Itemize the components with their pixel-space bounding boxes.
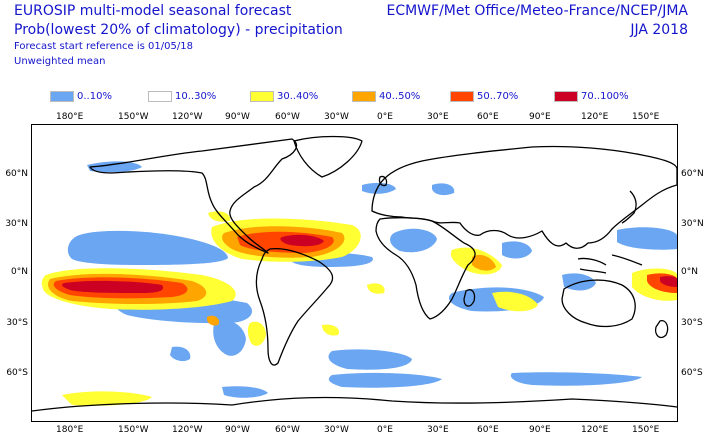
- latitude-tick-label: 0°N: [681, 267, 698, 277]
- legend-item: 10..30%: [148, 89, 216, 103]
- japan-coast: [621, 190, 637, 224]
- longitude-tick-label: 60°W: [275, 425, 300, 435]
- forecast-start-reference: Forecast start reference is 01/05/18: [14, 41, 193, 52]
- legend-label: 10..30%: [175, 90, 217, 102]
- band-north-pacific-dry: [67, 230, 228, 265]
- band-east-africa-40-50: [472, 254, 496, 271]
- longitude-tick-label: 30°W: [324, 425, 349, 435]
- longitude-tick-label: 0°E: [377, 425, 393, 435]
- longitude-tick-label: 60°E: [477, 112, 499, 122]
- legend-label: 50..70%: [477, 90, 519, 102]
- band-central-pacific-70-100: [62, 280, 164, 293]
- band-arctic-dry: [87, 161, 142, 173]
- antarctica-coast: [32, 396, 677, 412]
- band-south-pacific-blob: [170, 346, 191, 362]
- longitude-tick-label: 120°W: [172, 112, 203, 122]
- band-arabian-sea-dry: [502, 241, 532, 259]
- legend-item: 30..40%: [250, 89, 318, 103]
- band-central-asia-dry: [432, 183, 455, 196]
- longitude-tick-label: 90°W: [225, 112, 250, 122]
- band-north-atlantic-30-40: [208, 211, 231, 222]
- latitude-tick-label: 0°N: [11, 267, 28, 277]
- mean-type: Unweighted mean: [14, 56, 106, 67]
- longitude-tick-label: 150°E: [632, 425, 660, 435]
- probability-bands: [41, 161, 677, 406]
- eurasia-coast: [371, 145, 677, 249]
- legend-swatch: [554, 90, 578, 102]
- band-mid-atlantic-30-40: [367, 283, 385, 294]
- latitude-tick-label: 30°N: [681, 219, 704, 229]
- contributing-centres: ECMWF/Met Office/Meteo-France/NCEP/JMA: [386, 3, 688, 19]
- longitude-tick-label: 120°W: [172, 425, 203, 435]
- longitude-tick-label: 120°E: [581, 112, 609, 122]
- longitude-tick-label: 30°W: [324, 112, 349, 122]
- legend-swatch: [352, 90, 376, 102]
- longitude-tick-label: 150°E: [632, 112, 660, 122]
- band-southern-ocean-30-40-2: [322, 324, 340, 336]
- latitude-tick-label: 60°N: [5, 169, 28, 179]
- band-southeast-pacific-dry: [213, 319, 246, 356]
- latitude-tick-label: 60°S: [6, 368, 28, 378]
- legend-swatch: [450, 90, 474, 102]
- latitude-tick-label: 30°N: [5, 219, 28, 229]
- greenland-coast: [293, 135, 363, 178]
- coastlines: [32, 135, 677, 412]
- new-zealand-coast: [654, 320, 669, 339]
- longitude-tick-label: 30°E: [427, 112, 449, 122]
- british-isles-coast: [378, 175, 388, 187]
- legend-label: 40..50%: [379, 90, 421, 102]
- longitude-tick-label: 30°E: [427, 425, 449, 435]
- band-southern-ocean-30-40-1: [62, 391, 152, 406]
- latitude-tick-label: 60°N: [681, 169, 704, 179]
- title-line-2: Prob(lowest 20% of climatology) - precip…: [14, 22, 343, 38]
- legend-label: 30..40%: [277, 90, 319, 102]
- longitude-tick-label: 150°W: [118, 425, 149, 435]
- legend-swatch: [148, 90, 172, 102]
- longitude-tick-label: 60°E: [477, 425, 499, 435]
- legend-item: 40..50%: [352, 89, 420, 103]
- legend-swatch: [250, 90, 274, 102]
- longitude-tick-label: 180°E: [56, 112, 84, 122]
- longitude-tick-label: 90°W: [225, 425, 250, 435]
- legend-item: 0..10%: [50, 89, 112, 103]
- band-west-pacific-dry: [617, 227, 677, 250]
- title-line-1: EUROSIP multi-model seasonal forecast: [14, 3, 292, 19]
- legend-label: 70..100%: [581, 90, 629, 102]
- probability-map: [32, 135, 677, 412]
- probability-legend: 0..10% 10..30% 30..40% 40..50% 50..70% 70..10…: [50, 89, 629, 103]
- band-southern-ocean-dry-1: [328, 372, 442, 388]
- legend-label: 0..10%: [77, 90, 112, 102]
- longitude-tick-label: 120°E: [581, 425, 609, 435]
- madagascar-coast: [463, 289, 476, 307]
- latitude-tick-label: 30°S: [6, 318, 28, 328]
- south-america-coast: [255, 247, 334, 366]
- band-caribbean-70-100: [280, 234, 324, 247]
- africa-coast: [375, 217, 476, 320]
- band-southern-ocean-dry-2: [510, 372, 642, 386]
- latitude-tick-label: 60°S: [681, 368, 703, 378]
- legend-item: 70..100%: [554, 89, 629, 103]
- australia-coast: [561, 279, 636, 328]
- band-indian-ocean-30-40: [492, 291, 538, 312]
- world-map-panel: [31, 124, 678, 422]
- band-gulf-of-guinea-dry: [390, 228, 437, 253]
- band-antarctic-coast-dry: [222, 386, 268, 398]
- longitude-tick-label: 60°W: [275, 112, 300, 122]
- band-mid-pacific-40-50: [206, 315, 220, 326]
- indonesia-coast: [577, 254, 643, 274]
- band-south-america-30-40: [247, 321, 266, 346]
- legend-swatch: [50, 90, 74, 102]
- longitude-tick-label: 180°E: [56, 425, 84, 435]
- band-south-atlantic-dry: [328, 349, 412, 370]
- longitude-tick-label: 0°E: [377, 112, 393, 122]
- band-west-pacific-70-100: [660, 276, 677, 287]
- longitude-tick-label: 90°E: [529, 425, 551, 435]
- legend-item: 50..70%: [450, 89, 518, 103]
- longitude-tick-label: 150°W: [118, 112, 149, 122]
- latitude-tick-label: 30°S: [681, 318, 703, 328]
- band-greenland-sea-dry: [362, 182, 396, 194]
- north-america-coast: [89, 138, 298, 254]
- forecast-season: JJA 2018: [630, 22, 688, 38]
- longitude-tick-label: 90°E: [529, 112, 551, 122]
